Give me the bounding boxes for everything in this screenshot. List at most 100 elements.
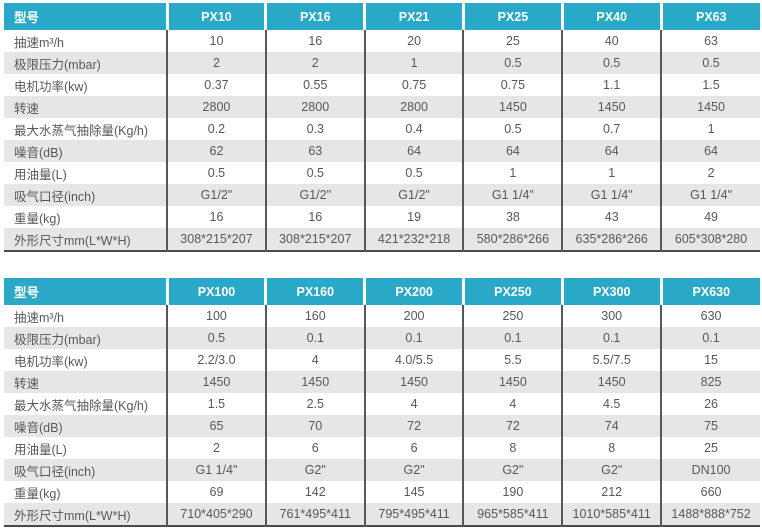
spec-value: 20 <box>363 30 464 52</box>
spec-value: 1.5 <box>166 393 266 415</box>
row-label: 吸气口径(inch) <box>4 459 168 481</box>
spec-value: G2" <box>561 459 662 481</box>
spec-value: 142 <box>264 481 365 503</box>
row-label: 噪音(dB) <box>4 415 168 437</box>
spec-value: DN100 <box>660 459 760 481</box>
spec-value: 69 <box>166 481 266 503</box>
row-label: 用油量(L) <box>4 437 168 459</box>
spec-row: 电机功率(kw) 0.37 0.55 0.75 0.75 1.1 1.5 <box>4 74 760 96</box>
spec-value: 0.7 <box>561 118 662 140</box>
spec-value: G1/2" <box>363 184 464 206</box>
spec-value: 19 <box>363 206 464 228</box>
spec-row: 转速 1450 1450 1450 1450 1450 825 <box>4 371 760 393</box>
spec-value: 160 <box>264 305 365 327</box>
spec-value: 0.1 <box>660 327 760 349</box>
spec-value: 1450 <box>561 371 662 393</box>
spec-row: 抽速m³/h 10 16 20 25 40 63 <box>4 30 760 52</box>
row-label: 外形尺寸mm(L*W*H) <box>4 228 168 251</box>
spec-value: 250 <box>462 305 563 327</box>
row-label: 噪音(dB) <box>4 140 168 162</box>
model-column-header: 型号 <box>4 3 168 30</box>
spec-value: 1450 <box>660 96 760 118</box>
spec-value: G1 1/4" <box>462 184 563 206</box>
spec-value: 1450 <box>166 371 266 393</box>
spec-value: 1.5 <box>660 74 760 96</box>
spec-value: 300 <box>561 305 662 327</box>
spec-value: 2800 <box>166 96 266 118</box>
spec-value: 75 <box>660 415 760 437</box>
spec-value: 710*405*290 <box>166 503 266 526</box>
spec-value: 4 <box>363 393 464 415</box>
model-header-px160: PX160 <box>264 278 365 305</box>
spec-value: 16 <box>166 206 266 228</box>
spec-value: 5.5 <box>462 349 563 371</box>
spec-row: 噪音(dB) 65 70 72 72 74 75 <box>4 415 760 437</box>
spec-value: 40 <box>561 30 662 52</box>
header-row: 型号 PX100 PX160 PX200 PX250 PX300 PX630 <box>4 278 760 305</box>
spec-value: 64 <box>660 140 760 162</box>
spec-row: 用油量(L) 0.5 0.5 0.5 1 1 2 <box>4 162 760 184</box>
spec-value: 965*585*411 <box>462 503 563 526</box>
spec-value: 25 <box>462 30 563 52</box>
spec-value: 212 <box>561 481 662 503</box>
spec-value: 0.5 <box>166 162 266 184</box>
spec-value: 1450 <box>462 371 563 393</box>
spec-value: 0.1 <box>264 327 365 349</box>
row-label: 外形尺寸mm(L*W*H) <box>4 503 168 526</box>
spec-value: G1 1/4" <box>561 184 662 206</box>
spec-value: 63 <box>660 30 760 52</box>
spec-row: 最大水蒸气抽除量(Kg/h) 0.2 0.3 0.4 0.5 0.7 1 <box>4 118 760 140</box>
row-label: 最大水蒸气抽除量(Kg/h) <box>4 393 168 415</box>
spec-value: 8 <box>462 437 563 459</box>
spec-value: G1/2" <box>166 184 266 206</box>
row-label: 电机功率(kw) <box>4 74 168 96</box>
model-header-px200: PX200 <box>363 278 464 305</box>
model-header-px21: PX21 <box>363 3 464 30</box>
spec-value: G2" <box>363 459 464 481</box>
spec-value: 74 <box>561 415 662 437</box>
spec-value: 605*308*280 <box>660 228 760 251</box>
spec-value: 16 <box>264 30 365 52</box>
spec-value: 26 <box>660 393 760 415</box>
spec-value: 308*215*207 <box>264 228 365 251</box>
spec-value: 580*286*266 <box>462 228 563 251</box>
spec-value: G1 1/4" <box>166 459 266 481</box>
spec-value: 0.5 <box>561 52 662 74</box>
model-header-px63: PX63 <box>659 3 760 30</box>
spec-table-px100-px630: 型号 PX100 PX160 PX200 PX250 PX300 PX630 抽速m³/h 1… <box>4 278 760 527</box>
spec-value: 0.5 <box>363 162 464 184</box>
spec-value: 200 <box>363 305 464 327</box>
spec-value: 62 <box>166 140 266 162</box>
spec-value: 10 <box>166 30 266 52</box>
model-header-px25: PX25 <box>461 3 563 30</box>
spec-row: 用油量(L) 2 6 6 8 8 25 <box>4 437 760 459</box>
spec-value: 1.1 <box>561 74 662 96</box>
spec-value: 65 <box>166 415 266 437</box>
spec-value: 38 <box>462 206 563 228</box>
spec-value: 5.5/7.5 <box>561 349 662 371</box>
row-label: 极限压力(mbar) <box>4 327 168 349</box>
spec-value: 660 <box>660 481 760 503</box>
spec-row: 抽速m³/h 100 160 200 250 300 630 <box>4 305 760 327</box>
model-header-px630: PX630 <box>659 278 760 305</box>
spec-value: 0.1 <box>363 327 464 349</box>
spec-value: 8 <box>561 437 662 459</box>
spec-value: G1/2" <box>264 184 365 206</box>
spec-value: 2800 <box>363 96 464 118</box>
spec-value: 2 <box>264 52 365 74</box>
spec-value: 63 <box>264 140 365 162</box>
spec-value: 0.2 <box>166 118 266 140</box>
spec-value: 64 <box>561 140 662 162</box>
spec-value: 761*495*411 <box>264 503 365 526</box>
spec-row: 吸气口径(inch) G1/2" G1/2" G1/2" G1 1/4" G1 1/4" G… <box>4 184 760 206</box>
model-header-px40: PX40 <box>560 3 662 30</box>
row-label: 转速 <box>4 96 168 118</box>
spec-value: 0.75 <box>462 74 563 96</box>
spec-value: 1450 <box>264 371 365 393</box>
spec-value: 0.37 <box>166 74 266 96</box>
spec-value: 43 <box>561 206 662 228</box>
spec-value: 1 <box>561 162 662 184</box>
spec-row: 噪音(dB) 62 63 64 64 64 64 <box>4 140 760 162</box>
spec-value: G2" <box>462 459 563 481</box>
